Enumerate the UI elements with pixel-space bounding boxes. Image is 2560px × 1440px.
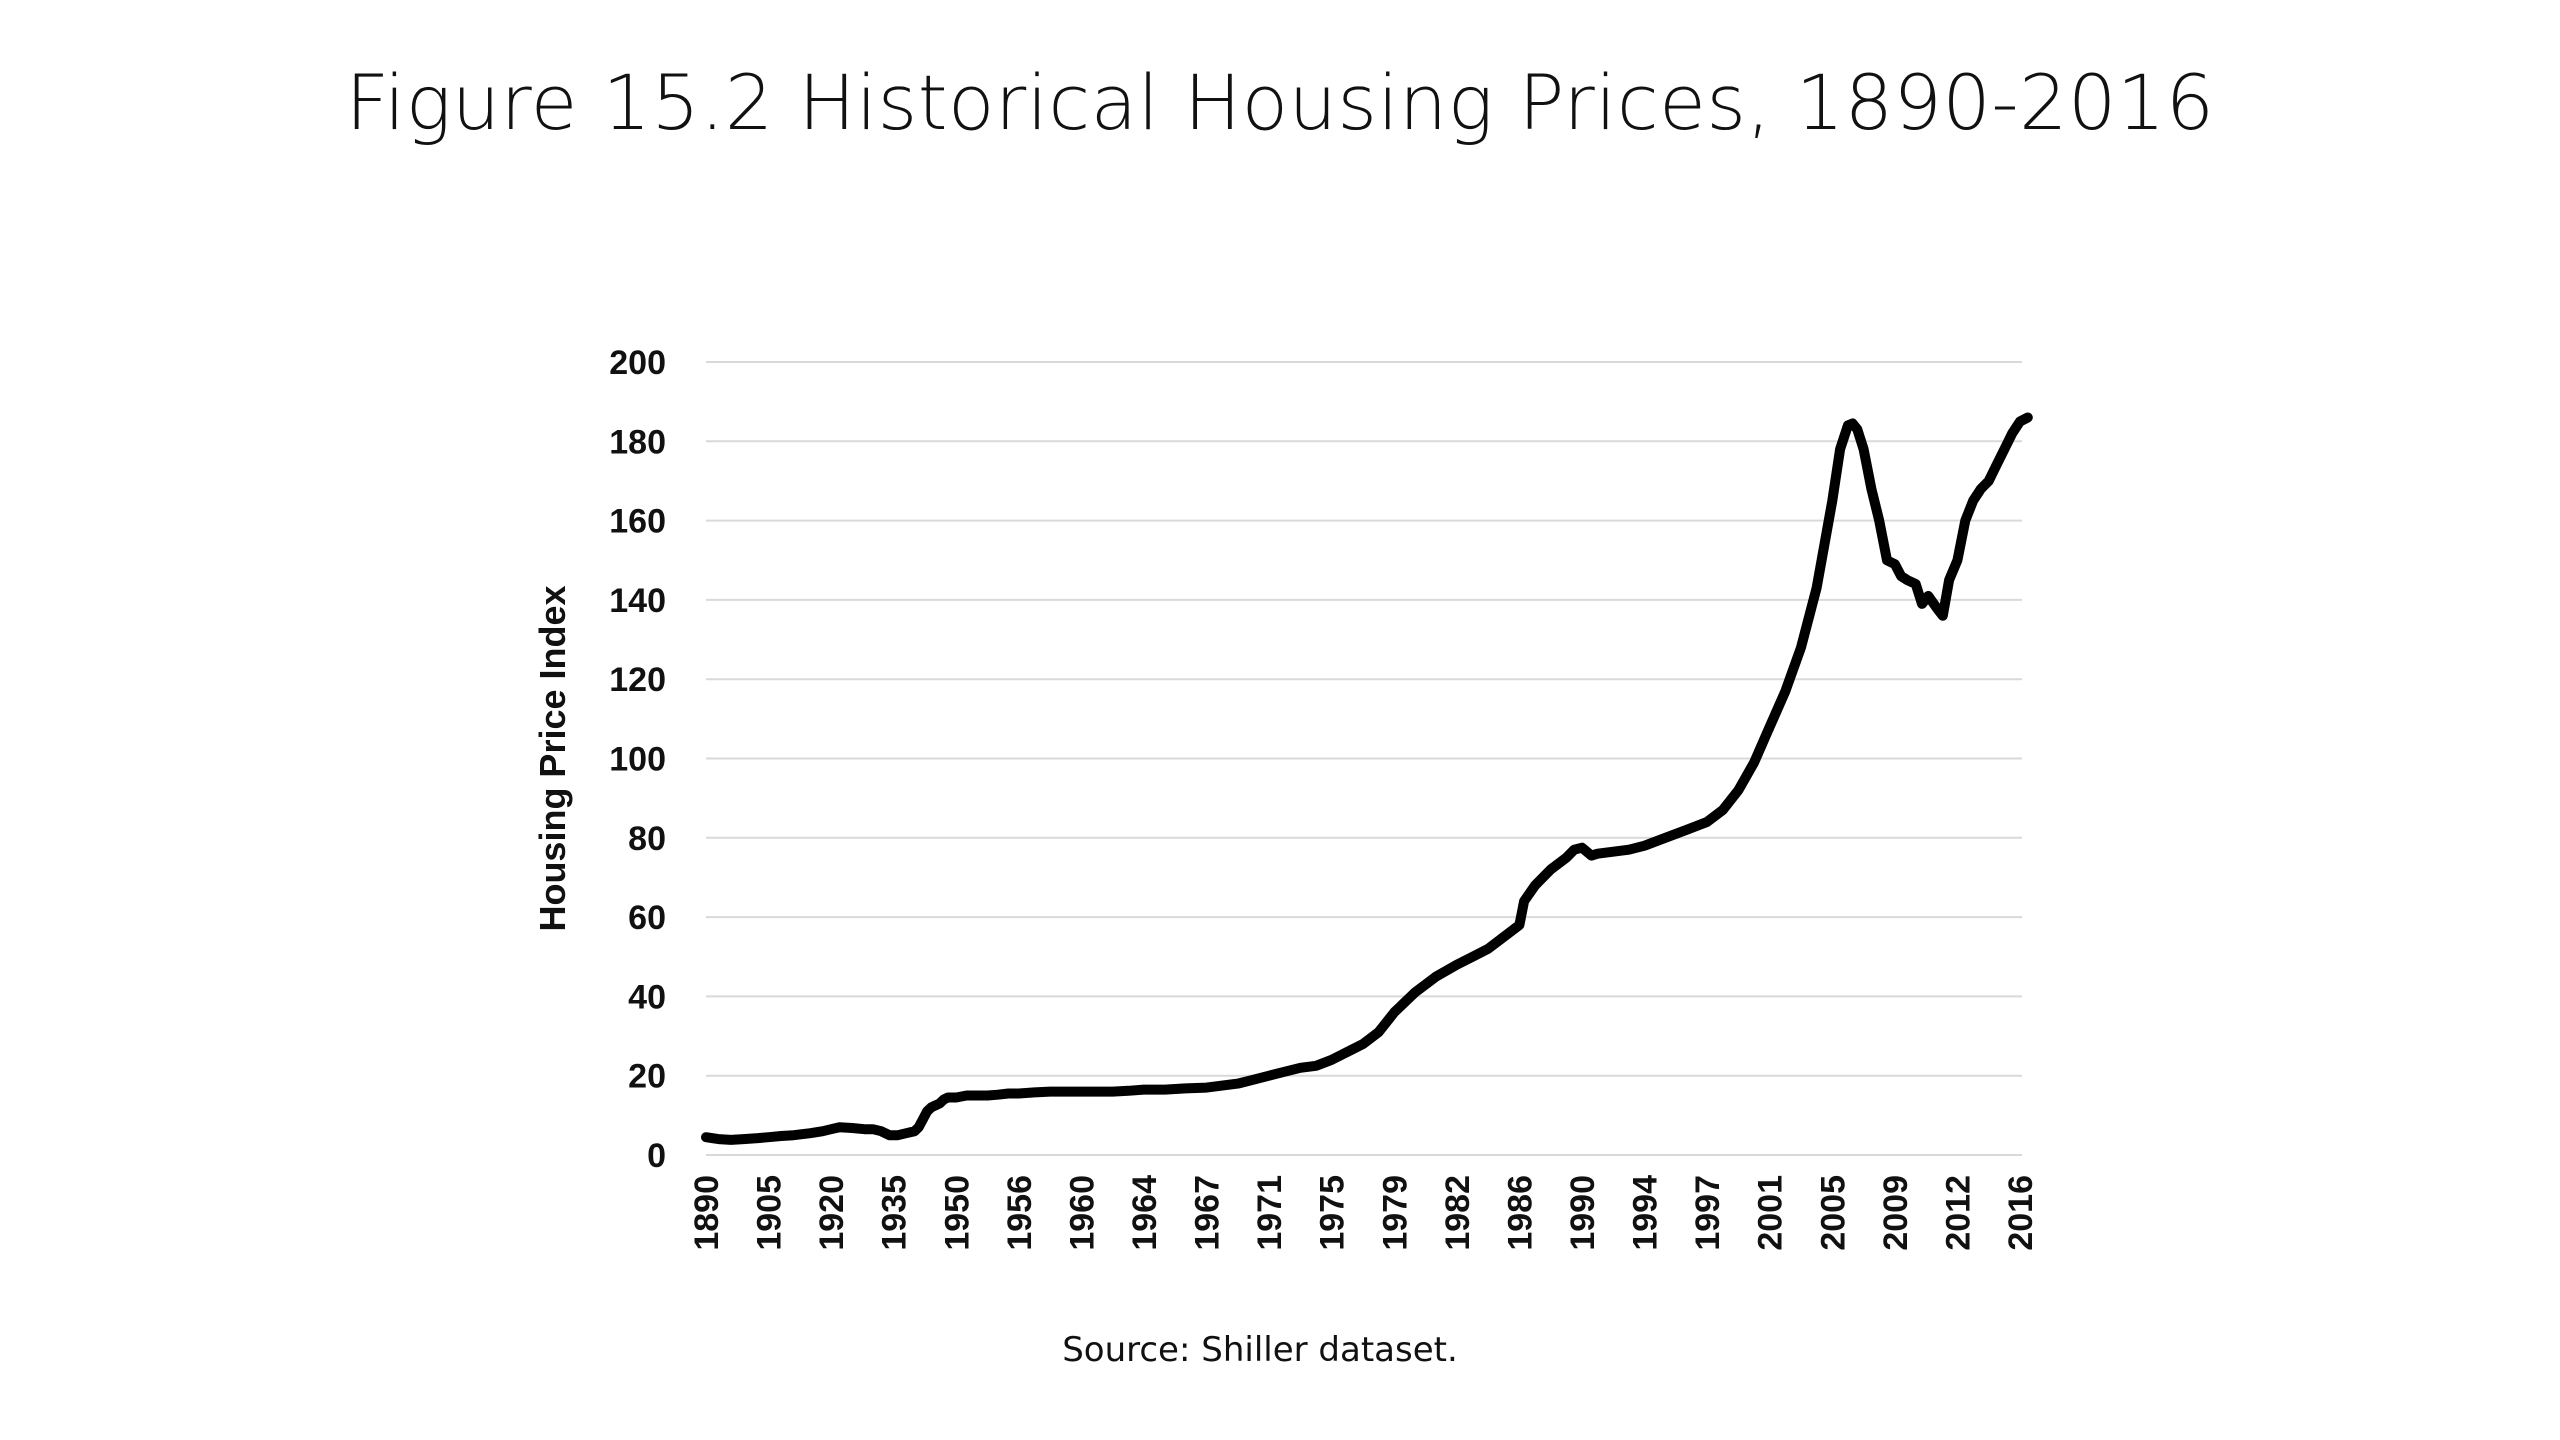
housing-price-line [701, 412, 2033, 1145]
x-tick-label: 1964 [1126, 1175, 1164, 1251]
x-tick-label: 2016 [2002, 1175, 2040, 1251]
x-tick-label: 1997 [1689, 1175, 1727, 1251]
y-axis-tick-labels: 0 20 40 60 80 100 120 140 160 180 200 [609, 344, 666, 1175]
x-tick-label: 1935 [876, 1175, 914, 1251]
x-tick-label: 1979 [1376, 1175, 1414, 1251]
y-tick-label: 200 [609, 344, 666, 382]
x-tick-label: 1971 [1251, 1175, 1289, 1251]
x-tick-label: 2001 [1752, 1175, 1790, 1251]
y-tick-label: 100 [609, 741, 666, 779]
source-note: Source: Shiller dataset. [1062, 1330, 1458, 1370]
y-tick-label: 20 [628, 1058, 666, 1096]
y-tick-label: 180 [609, 423, 666, 461]
x-tick-label: 2005 [1814, 1175, 1852, 1251]
x-tick-label: 2009 [1877, 1175, 1915, 1251]
x-tick-label: 1994 [1627, 1175, 1665, 1251]
x-tick-label: 1890 [688, 1175, 726, 1251]
x-tick-label: 1956 [1001, 1175, 1039, 1251]
y-tick-label: 80 [628, 820, 666, 858]
y-tick-label: 60 [628, 899, 666, 937]
slide-title: Figure 15.2 Historical Housing Prices, 1… [345, 58, 2215, 147]
y-axis-title: Housing Price Index [532, 585, 573, 931]
x-tick-label: 1990 [1564, 1175, 1602, 1251]
x-tick-label: 1960 [1063, 1175, 1101, 1251]
y-tick-label: 0 [647, 1137, 666, 1175]
y-tick-label: 140 [609, 582, 666, 620]
x-tick-label: 1967 [1189, 1175, 1227, 1251]
x-tick-label: 1975 [1314, 1175, 1352, 1251]
x-tick-label: 1950 [938, 1175, 976, 1251]
grid-lines [706, 361, 2022, 1156]
x-tick-label: 1920 [813, 1175, 851, 1251]
y-tick-label: 40 [628, 978, 666, 1016]
y-tick-label: 120 [609, 661, 666, 699]
y-tick-label: 160 [609, 503, 666, 541]
x-tick-label: 1986 [1501, 1175, 1539, 1251]
x-tick-label: 1905 [751, 1175, 789, 1251]
x-axis-tick-labels: 1890 1905 1920 1935 1950 1956 1960 1964 1967 1971… [688, 1175, 2040, 1251]
x-tick-label: 1982 [1439, 1175, 1477, 1251]
x-tick-label: 2012 [1939, 1175, 1977, 1251]
